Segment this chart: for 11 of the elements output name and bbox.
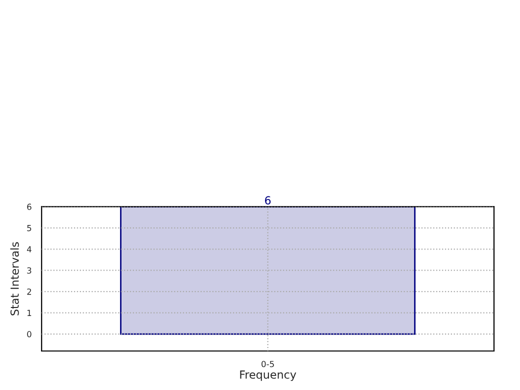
- y-tick-label: 6: [27, 204, 32, 210]
- y-tick-label: 1: [27, 310, 32, 316]
- y-tick-label: 2: [27, 288, 32, 295]
- y-tick-label: 5: [27, 225, 32, 232]
- x-axis-title: Frequency: [240, 370, 296, 381]
- y-tick-label: 4: [26, 246, 32, 252]
- y-tick-label: 3: [27, 267, 32, 274]
- data-label: 6: [265, 196, 271, 205]
- x-tick-label: 0-5: [262, 360, 274, 368]
- y-tick-label: 0: [27, 331, 32, 338]
- y-axis-title: Stat Intervals: [10, 242, 19, 316]
